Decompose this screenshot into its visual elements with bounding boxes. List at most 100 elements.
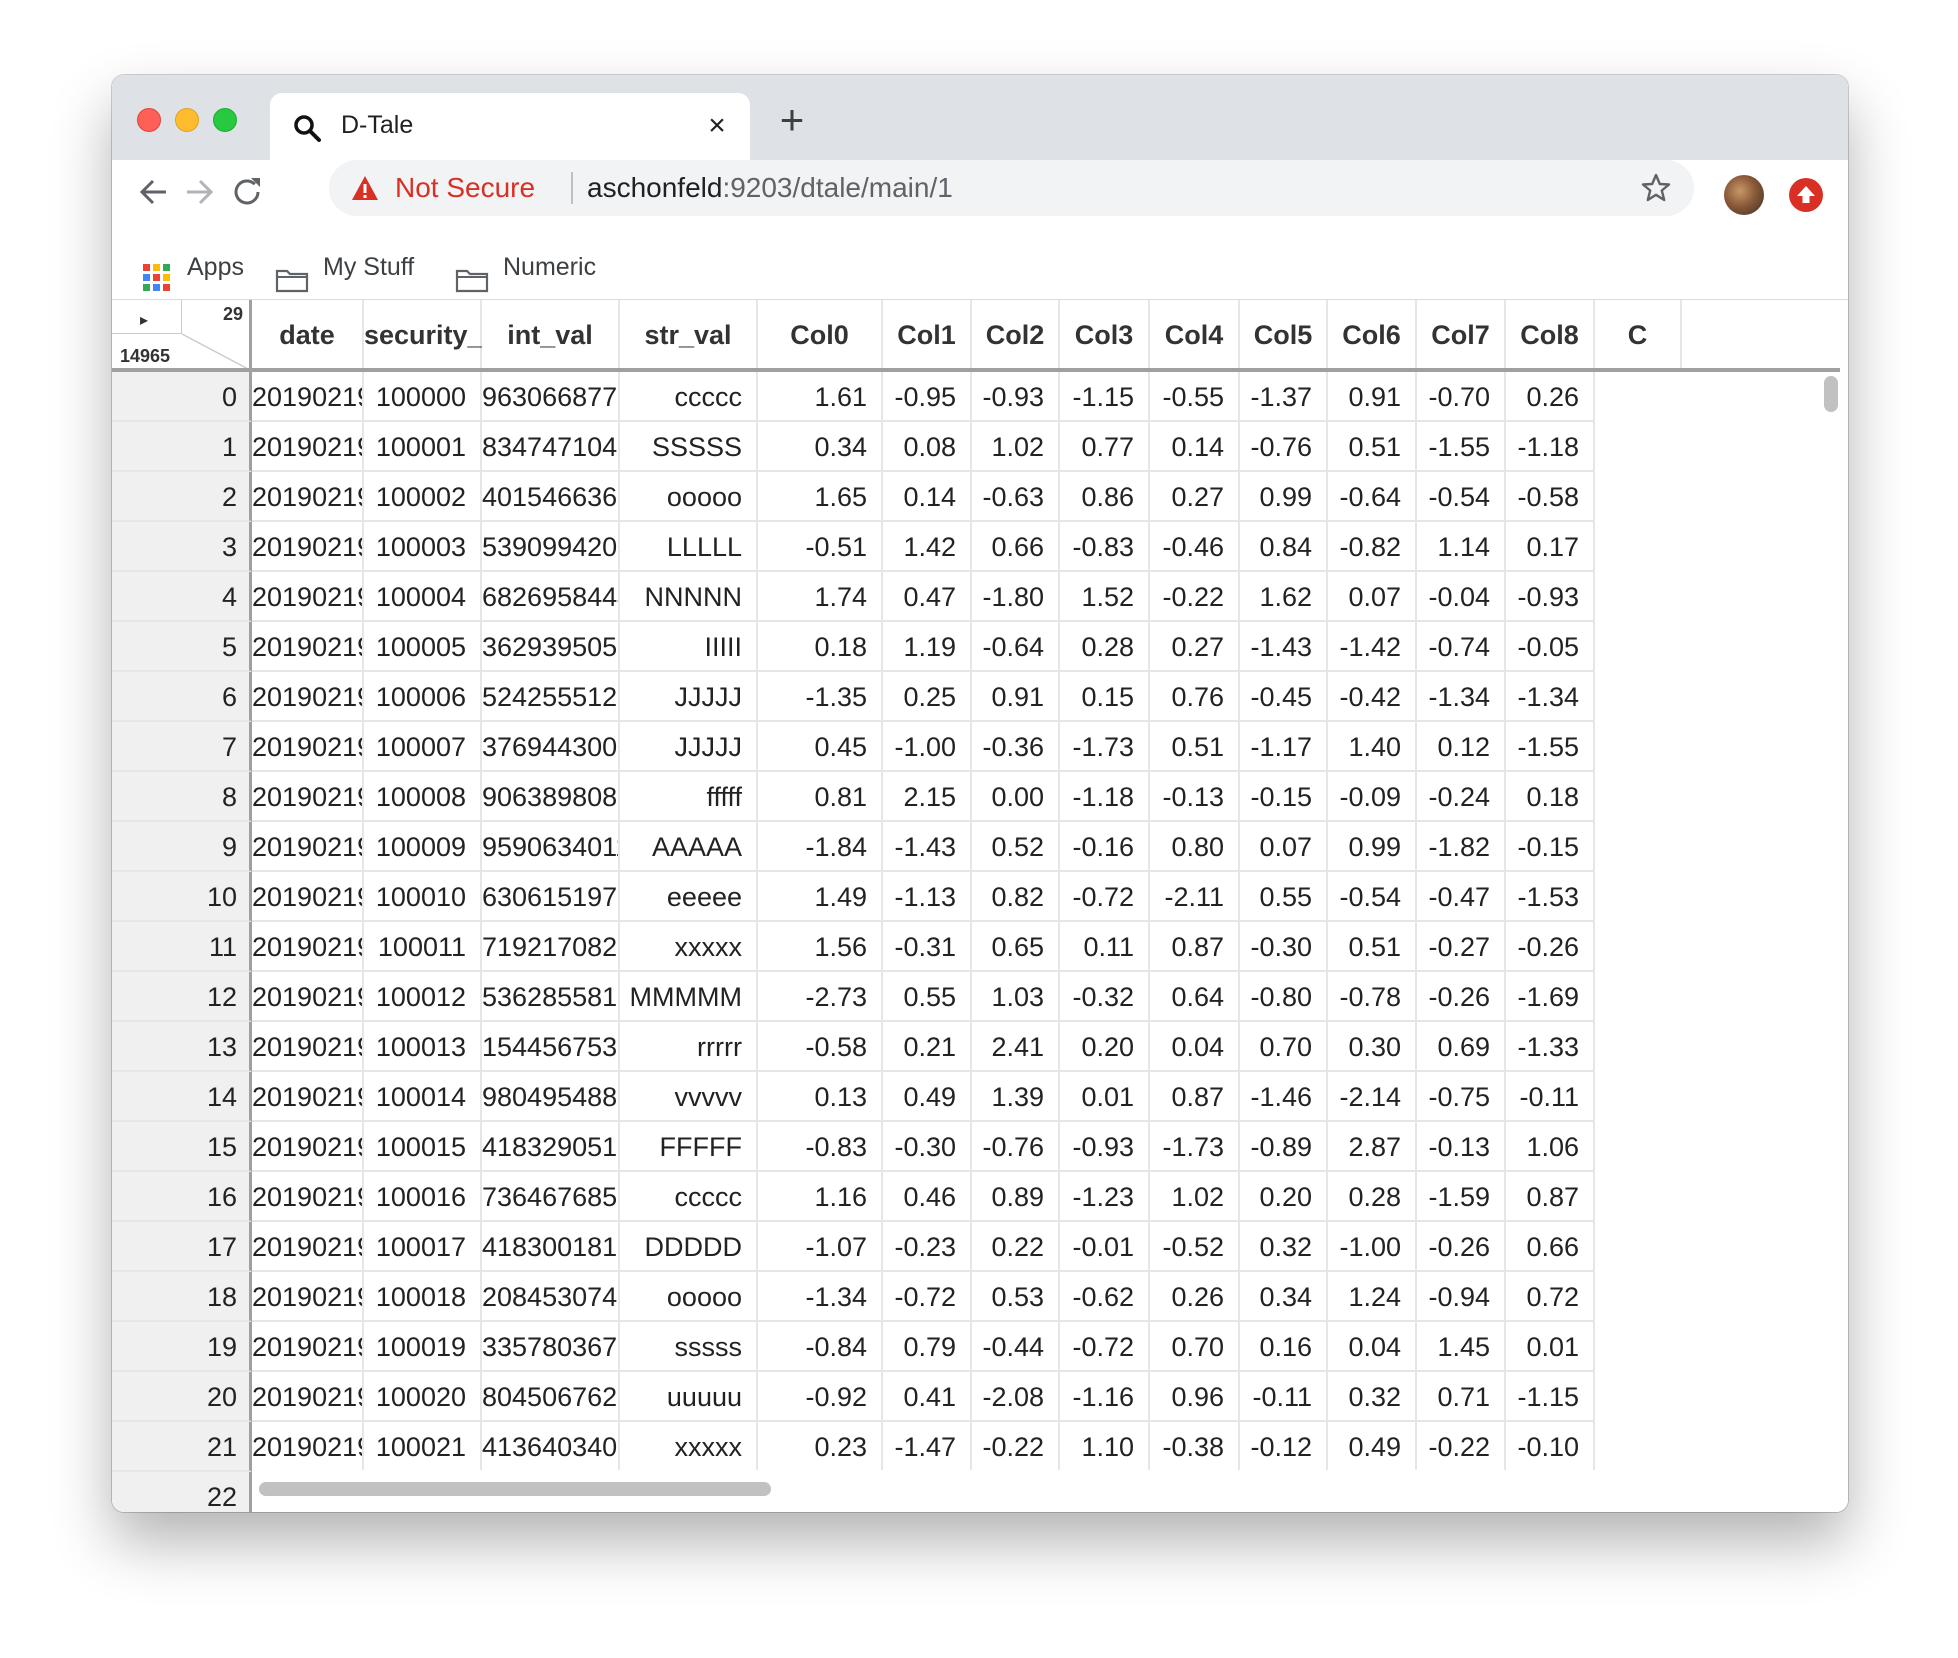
table-cell[interactable]: -0.44 [972,1322,1060,1372]
table-cell[interactable]: -0.13 [1417,1122,1506,1172]
new-tab-button[interactable]: + [779,96,805,143]
bookmark-apps[interactable]: Apps [187,253,244,281]
table-cell[interactable]: xxxxx [620,922,758,972]
table-row[interactable]: 202019021910002080450676227uuuuu-0.920.4… [112,1372,1840,1422]
table-cell[interactable]: -0.47 [1417,872,1506,922]
row-index[interactable]: 18 [112,1272,252,1322]
table-cell[interactable]: rrrrr [620,1022,758,1072]
table-cell[interactable]: 1.42 [883,522,972,572]
table-row[interactable]: 172019021910001741830018105DDDDD-1.07-0.… [112,1222,1840,1272]
row-index[interactable]: 20 [112,1372,252,1422]
table-cell[interactable]: fffff [620,772,758,822]
table-cell[interactable]: 0.66 [972,522,1060,572]
table-cell[interactable]: 100009 [364,822,482,872]
table-cell[interactable]: 20190219 [252,372,364,422]
row-index[interactable]: 22 [112,1472,252,1512]
table-cell[interactable]: 0.84 [1240,522,1328,572]
table-cell[interactable]: 0.87 [1150,1072,1240,1122]
table-cell[interactable]: 1.65 [758,472,883,522]
table-cell[interactable]: 20190219 [252,872,364,922]
table-cell[interactable]: -1.37 [1240,372,1328,422]
table-cell[interactable]: -1.35 [758,672,883,722]
table-cell[interactable]: 0.64 [1150,972,1240,1022]
table-cell[interactable]: 100005 [364,622,482,672]
table-cell[interactable]: 20190219 [252,1422,364,1472]
table-cell[interactable]: -0.75 [1417,1072,1506,1122]
row-index[interactable]: 16 [112,1172,252,1222]
table-cell[interactable]: -0.64 [1328,472,1417,522]
table-cell[interactable]: -0.15 [1240,772,1328,822]
table-row[interactable]: 42019021910000468269584443NNNNN1.740.47-… [112,572,1840,622]
table-cell[interactable]: -1.34 [758,1272,883,1322]
table-cell[interactable]: JJJJJ [620,672,758,722]
table-cell[interactable]: MMMMM [620,972,758,1022]
table-cell[interactable]: -0.54 [1328,872,1417,922]
table-cell[interactable]: 36293950578 [482,622,620,672]
table-cell[interactable]: -0.64 [972,622,1060,672]
table-row[interactable]: 132019021910001315445675398rrrrr-0.580.2… [112,1022,1840,1072]
table-row[interactable]: 32019021910000353909942084LLLLL-0.511.42… [112,522,1840,572]
table-cell[interactable]: -0.93 [1060,1122,1150,1172]
table-cell[interactable]: 0.32 [1328,1372,1417,1422]
table-cell[interactable]: -0.83 [1060,522,1150,572]
table-cell[interactable]: JJJJJ [620,722,758,772]
table-cell[interactable]: 100008 [364,772,482,822]
table-cell[interactable]: 98049548862 [482,1072,620,1122]
table-cell[interactable]: 20190219 [252,1122,364,1172]
table-cell[interactable]: 0.72 [1506,1272,1595,1322]
table-cell[interactable]: -0.27 [1417,922,1506,972]
table-cell[interactable]: -1.17 [1240,722,1328,772]
row-index[interactable]: 6 [112,672,252,722]
table-cell[interactable]: 1.16 [758,1172,883,1222]
table-cell[interactable]: 0.22 [972,1222,1060,1272]
table-cell[interactable]: ooooo [620,1272,758,1322]
table-cell[interactable]: -0.89 [1240,1122,1328,1172]
minimize-window-button[interactable] [175,108,199,132]
column-header[interactable]: Col0 [758,300,883,371]
row-index[interactable]: 19 [112,1322,252,1372]
column-header[interactable]: Col7 [1417,300,1506,371]
table-cell[interactable]: 100018 [364,1272,482,1322]
table-cell[interactable]: -0.72 [883,1272,972,1322]
table-cell[interactable]: 33578036780 [482,1322,620,1372]
table-cell[interactable]: 0.14 [1150,422,1240,472]
table-cell[interactable]: 0.07 [1240,822,1328,872]
table-cell[interactable]: -0.78 [1328,972,1417,1022]
table-cell[interactable]: 0.20 [1060,1022,1150,1072]
table-cell[interactable]: -0.58 [1506,472,1595,522]
table-cell[interactable]: -0.63 [972,472,1060,522]
table-cell[interactable]: -0.52 [1150,1222,1240,1272]
table-cell[interactable]: -0.26 [1417,972,1506,1022]
table-cell[interactable]: 0.28 [1060,622,1150,672]
table-cell[interactable]: -0.09 [1328,772,1417,822]
table-cell[interactable]: 0.11 [1060,922,1150,972]
table-cell[interactable]: 40154663639 [482,472,620,522]
table-cell[interactable]: -0.72 [1060,872,1150,922]
table-cell[interactable]: 0.04 [1328,1322,1417,1372]
row-index[interactable]: 12 [112,972,252,1022]
table-cell[interactable]: 100002 [364,472,482,522]
table-cell[interactable]: 20190219 [252,472,364,522]
table-cell[interactable]: 0.91 [972,672,1060,722]
table-row[interactable]: 212019021910002141364034029xxxxx0.23-1.4… [112,1422,1840,1472]
table-cell[interactable]: -0.42 [1328,672,1417,722]
close-tab-icon[interactable]: × [708,109,726,142]
table-row[interactable]: 12019021910000183474710405SSSSS0.340.081… [112,422,1840,472]
table-cell[interactable]: 0.21 [883,1022,972,1072]
table-cell[interactable]: 20190219 [252,622,364,672]
row-index[interactable]: 14 [112,1072,252,1122]
table-cell[interactable]: 83474710405 [482,422,620,472]
table-cell[interactable]: 63061519768 [482,872,620,922]
table-row[interactable]: 72019021910000737694430003JJJJJ0.45-1.00… [112,722,1840,772]
row-index[interactable]: 15 [112,1122,252,1172]
table-cell[interactable]: 80450676227 [482,1372,620,1422]
table-cell[interactable]: -0.76 [1240,422,1328,472]
table-cell[interactable]: AAAAA [620,822,758,872]
table-cell[interactable]: 0.04 [1150,1022,1240,1072]
table-cell[interactable]: -1.34 [1506,672,1595,722]
table-cell[interactable]: 2.41 [972,1022,1060,1072]
table-row[interactable]: 122019021910001253628558125MMMMM-2.730.5… [112,972,1840,1022]
table-cell[interactable]: -0.84 [758,1322,883,1372]
table-cell[interactable]: 0.45 [758,722,883,772]
table-cell[interactable]: -0.01 [1060,1222,1150,1272]
